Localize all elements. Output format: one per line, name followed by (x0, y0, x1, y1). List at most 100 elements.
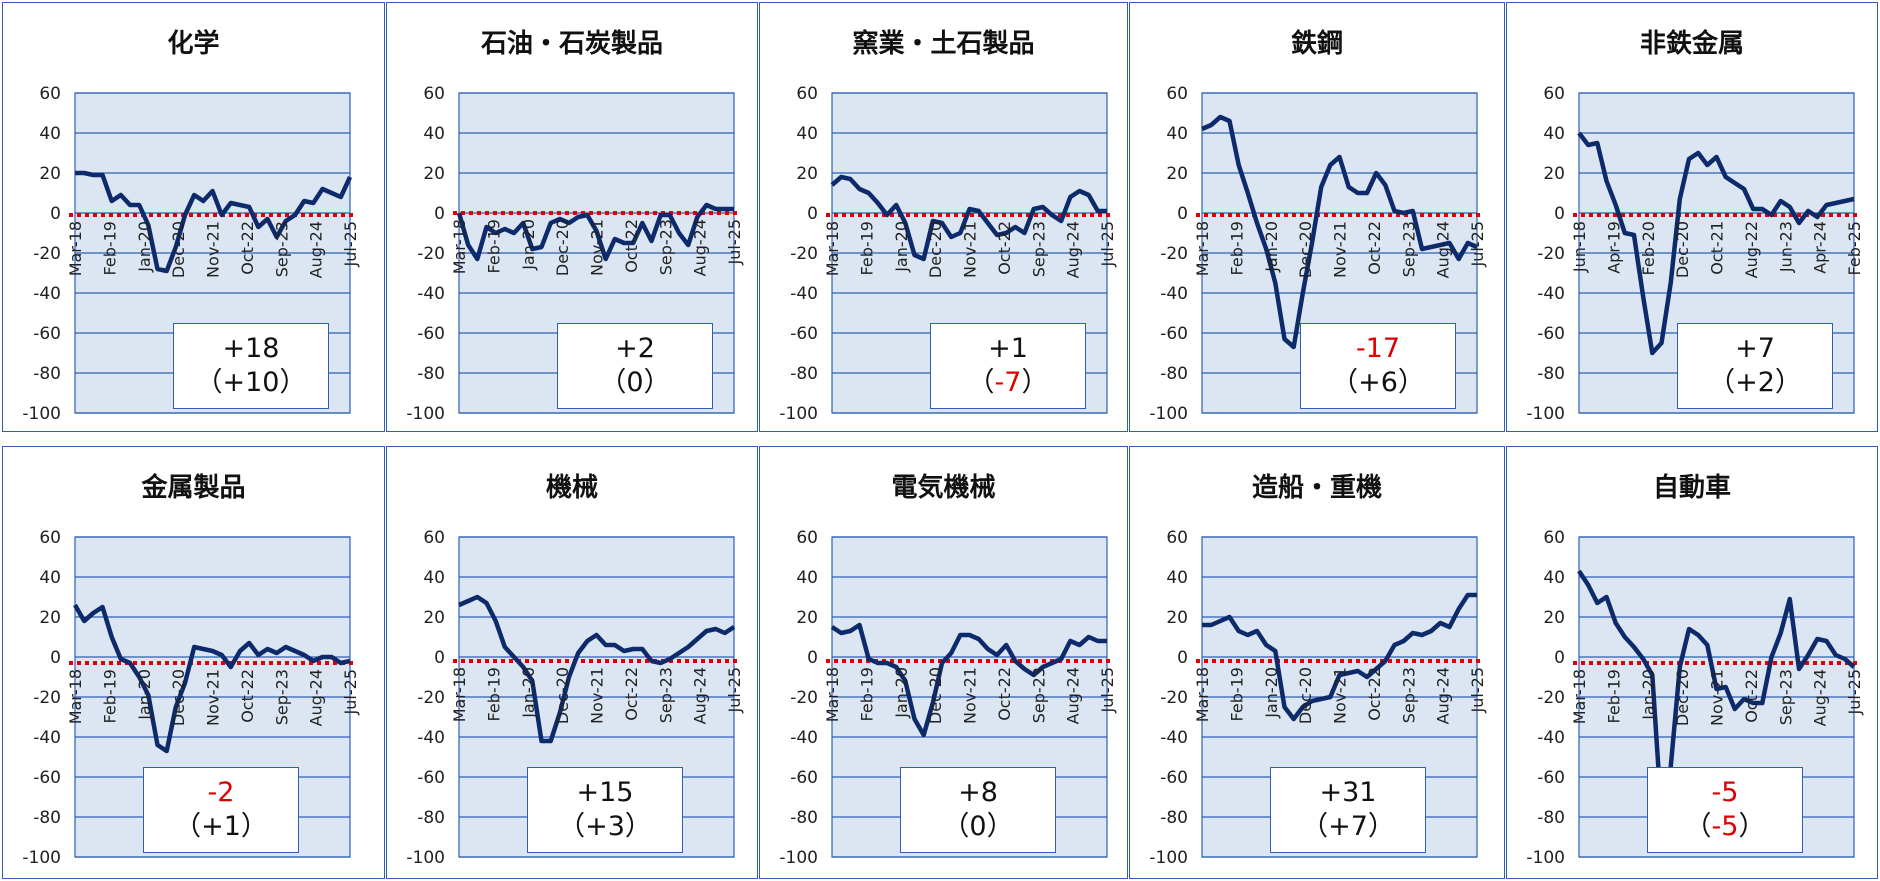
value-box: -5 （-5） (1647, 767, 1803, 853)
y-tick-label: 20 (796, 164, 818, 184)
series-line (1577, 131, 1855, 356)
x-tick-label: Nov-21 (1331, 667, 1350, 724)
value-box: -2 （+1） (143, 767, 299, 853)
line-chart: 60 40 20 0 -20 -40 -60 -80 -100 Mar-18 Feb-19 Jan-2… (22, 528, 360, 868)
series-line (830, 174, 1107, 262)
y-tick-label: 0 (1554, 648, 1565, 668)
x-tick-label: Oct-22 (622, 219, 641, 273)
value-box: -17 （+6） (1300, 323, 1456, 409)
chart-title: 化学 (167, 29, 220, 59)
x-tick-label: Dec-20 (1673, 221, 1692, 278)
x-tick-label: Aug-24 (691, 667, 710, 724)
chart-title: 機械 (545, 473, 598, 503)
change-value: （+1） (174, 811, 268, 842)
x-tick-label: Feb-19 (100, 221, 119, 275)
x-tick-label: Jan-20 (1262, 667, 1281, 719)
change-value: （+3） (558, 811, 652, 842)
y-tick-label: 60 (1166, 84, 1188, 104)
y-tick-label: 40 (39, 568, 61, 588)
x-tick-label: Feb-19 (484, 219, 503, 273)
change-number: -5 (1711, 811, 1739, 842)
x-tick-label: Dec-20 (1673, 669, 1692, 726)
x-tick-label: Jan-20 (1262, 221, 1281, 273)
x-tick-label: Oct-22 (995, 667, 1014, 721)
y-tick-label: 20 (423, 164, 445, 184)
y-tick-label: 40 (796, 568, 818, 588)
x-tick-label: Jul-25 (1845, 669, 1864, 715)
x-tick-label: Jan-20 (892, 221, 911, 273)
y-tick-label: -60 (790, 768, 818, 788)
x-tick-label: Oct-22 (1365, 221, 1384, 275)
chart-title: 鉄鋼 (1290, 29, 1343, 59)
x-tick-label: Dec-20 (169, 669, 188, 726)
chart-panel: 金属製品 60 40 20 0 -20 -40 -60 -80 -100 Mar-18 Feb-19 J… (2, 446, 385, 879)
x-tick-label: Mar-18 (450, 219, 469, 274)
y-tick-label: -100 (1149, 848, 1188, 868)
y-tick-label: 40 (423, 124, 445, 144)
y-tick-label: -20 (1160, 244, 1188, 264)
y-tick-label: -60 (1160, 324, 1188, 344)
chart-panel: 窯業・土石製品 60 40 20 0 -20 -40 -60 -80 -100 Mar-18 Feb-… (759, 2, 1128, 432)
y-tick-label: -60 (1537, 768, 1565, 788)
x-tick-label: Sep-23 (1776, 669, 1795, 725)
y-tick-label: -60 (417, 768, 445, 788)
y-tick-label: 0 (1177, 204, 1188, 224)
chart-panel: 石油・石炭製品 60 40 20 0 -20 -40 -60 -80 -100 Mar-18 Feb-… (386, 2, 758, 432)
x-tick-label: Aug-24 (691, 219, 710, 276)
y-tick-label: -40 (33, 728, 61, 748)
x-tick-label: Jul-25 (725, 219, 744, 265)
y-tick-label: 40 (39, 124, 61, 144)
y-tick-label: 0 (50, 648, 61, 668)
x-tick-label: Jul-25 (341, 669, 360, 715)
current-value: +15 (576, 777, 634, 808)
y-tick-label: -60 (417, 324, 445, 344)
series-line (1201, 114, 1478, 350)
x-tick-label: Sep-23 (656, 667, 675, 723)
y-tick-label: -80 (33, 364, 61, 384)
value-box: +8 （0） (900, 767, 1056, 853)
current-value: +18 (222, 333, 280, 364)
x-tick-label: Oct-22 (622, 667, 641, 721)
x-tick-label: Nov-21 (1708, 669, 1727, 726)
x-tick-label: Nov-21 (961, 221, 980, 278)
x-tick-label: Oct-22 (238, 221, 257, 275)
y-tick-label: -80 (790, 364, 818, 384)
y-tick-label: -80 (417, 808, 445, 828)
y-tick-label: 20 (1166, 164, 1188, 184)
x-tick-label: Feb-19 (857, 221, 876, 275)
x-tick-label: Mar-18 (1570, 669, 1589, 724)
x-tick-label: Dec-20 (1296, 221, 1315, 278)
change-number: +3 (585, 811, 625, 842)
x-tick-label: Sep-23 (1029, 667, 1048, 723)
x-tick-label: Feb-19 (1604, 669, 1623, 723)
change-number: +1 (201, 811, 241, 842)
x-tick-label: Dec-20 (926, 221, 945, 278)
y-tick-label: 20 (796, 608, 818, 628)
x-tick-label: Aug-24 (307, 669, 326, 726)
chart-panel: 電気機械 60 40 20 0 -20 -40 -60 -80 -100 Mar-18 Feb-19 J… (759, 446, 1128, 879)
chart-panel: 機械 60 40 20 0 -20 -40 -60 -80 -100 Mar-18 Feb-19 Jan… (386, 446, 758, 879)
x-tick-label: Aug-24 (1064, 221, 1083, 278)
y-tick-label: 40 (1543, 124, 1565, 144)
value-box: +1 （-7） (930, 323, 1086, 409)
y-tick-label: 20 (1543, 608, 1565, 628)
x-tick-label: Mar-18 (1193, 667, 1212, 722)
x-tick-label: Jul-25 (341, 221, 360, 267)
current-value: +7 (1735, 333, 1775, 364)
y-tick-label: 0 (1554, 204, 1565, 224)
chart-title: 自動車 (1652, 473, 1731, 503)
y-tick-label: -100 (22, 404, 61, 424)
x-tick-label: Jan-20 (135, 221, 154, 273)
x-tick-label: Sep-23 (272, 669, 291, 725)
y-tick-label: -80 (1537, 364, 1565, 384)
x-tick-label: Nov-21 (204, 221, 223, 278)
value-box: +2 （0） (557, 323, 713, 409)
current-value: +8 (958, 777, 998, 808)
x-tick-label: Feb-25 (1845, 221, 1864, 275)
chart-title: 窯業・土石製品 (852, 29, 1035, 59)
y-tick-label: -40 (1160, 284, 1188, 304)
x-tick-label: Feb-19 (100, 669, 119, 723)
y-tick-label: 40 (1166, 124, 1188, 144)
y-tick-label: 20 (39, 608, 61, 628)
series-line (1202, 592, 1477, 722)
